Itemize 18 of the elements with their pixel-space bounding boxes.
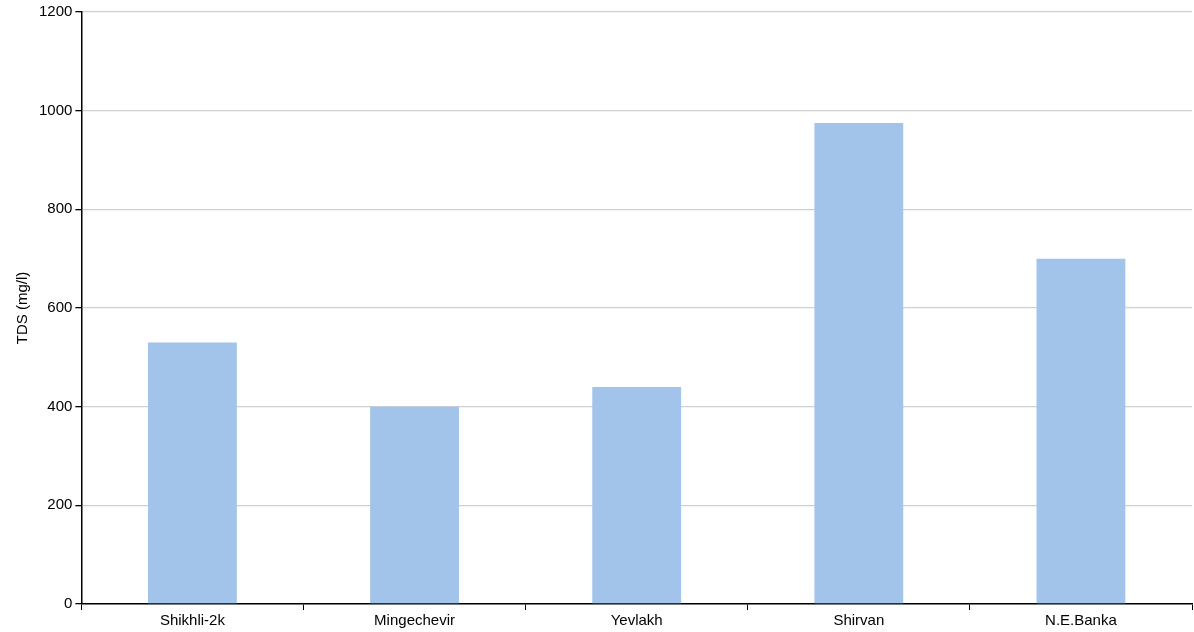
y-tick-label: 0: [64, 594, 73, 612]
y-tick-label: 800: [47, 199, 73, 217]
y-tick-label: 1000: [38, 100, 73, 118]
bar: [148, 342, 237, 604]
y-axis-title: TDS (mg/l): [13, 271, 31, 345]
y-tick-label: 400: [47, 396, 73, 414]
bar: [592, 386, 682, 604]
x-tick-label: Yevlakh: [610, 611, 663, 629]
x-tick-label: Shikhli-2k: [159, 611, 226, 629]
y-tick-label: 200: [47, 495, 73, 513]
bar: [814, 123, 904, 604]
x-tick-label: Shirvan: [833, 611, 885, 629]
bar: [370, 406, 459, 604]
bar: [1036, 258, 1126, 604]
x-tick-label: Mingechevir: [374, 611, 455, 629]
y-tick-label: 1200: [38, 2, 73, 20]
y-tick-label: 600: [47, 298, 73, 316]
x-tick-label: N.E.Banka: [1045, 611, 1118, 629]
